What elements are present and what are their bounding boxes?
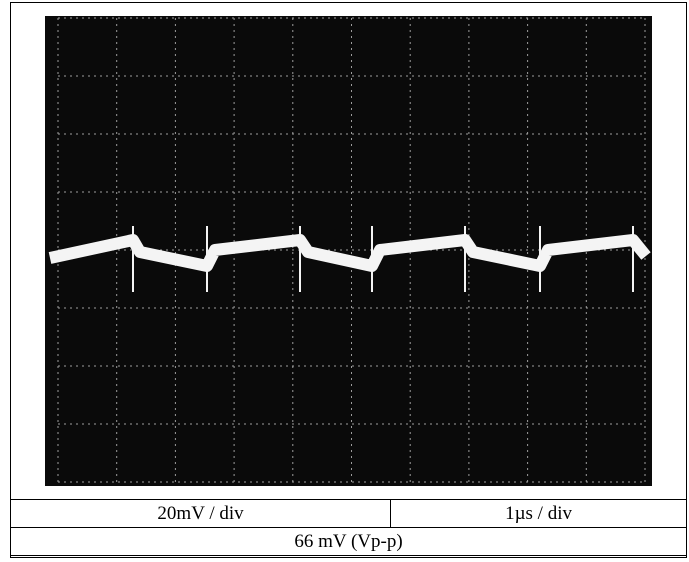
settings-table: 20mV / div 1µs / div 66 mV (Vp-p) (9, 499, 687, 556)
switching-spikes (132, 226, 634, 292)
vertical-scale: 20mV / div (9, 499, 392, 528)
oscilloscope-screen (45, 16, 652, 486)
measurement-row: 66 mV (Vp-p) (10, 527, 687, 556)
figure-frame (10, 2, 687, 558)
settings-row: 20mV / div 1µs / div (9, 499, 687, 528)
peak-to-peak: 66 mV (Vp-p) (10, 527, 687, 556)
time-scale: 1µs / div (390, 499, 687, 528)
